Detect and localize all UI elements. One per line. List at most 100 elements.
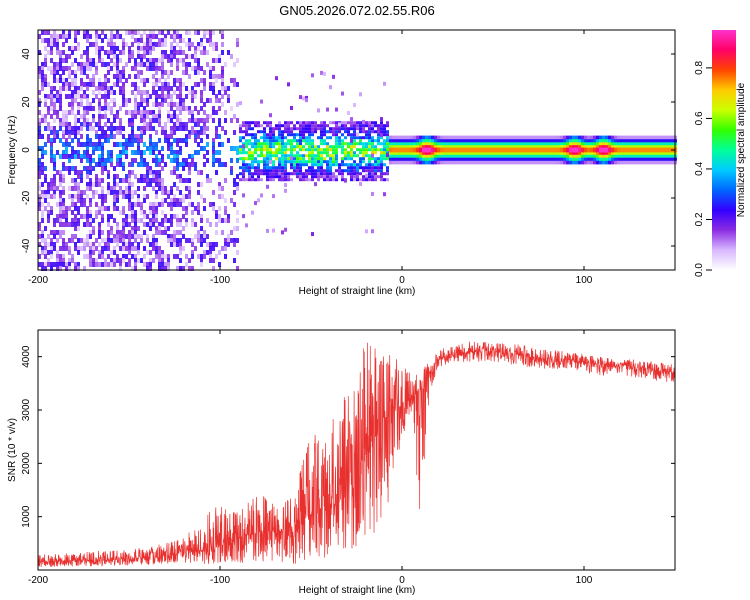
spectrogram-cell	[185, 62, 188, 67]
spectrogram-cell	[50, 266, 53, 271]
spectrogram-cell	[125, 218, 128, 223]
spectrogram-cell	[152, 74, 155, 79]
spectrogram-cell	[41, 218, 44, 223]
spectrogram-cell	[65, 34, 68, 39]
spectrogram-cell	[38, 66, 41, 71]
spectrogram-band	[422, 147, 425, 153]
spectrogram-cell	[272, 160, 275, 164]
spectrogram-cell	[92, 82, 95, 87]
spectrogram-cell	[65, 166, 68, 171]
spectrogram-cell	[197, 150, 200, 155]
spectrogram-cell	[68, 122, 71, 127]
spectrogram-cell	[86, 54, 89, 59]
spectrogram-cell	[179, 122, 182, 127]
spectrogram-cell	[137, 234, 140, 239]
spectrogram-cell	[38, 202, 41, 207]
spectrogram-cell	[386, 121, 389, 125]
spectrogram-cell	[125, 78, 128, 83]
spectrogram-cell	[71, 210, 74, 215]
spectrogram-cell	[83, 66, 86, 71]
spectrogram-cell	[140, 70, 143, 75]
spectrogram-cell	[353, 139, 356, 143]
spectrogram-cell	[215, 78, 218, 83]
spectrogram-cell	[359, 121, 362, 125]
colorbar-tick-label: 0.2	[694, 212, 705, 226]
spectrogram-cell	[167, 218, 170, 223]
spectrogram-cell	[266, 139, 269, 143]
spectrogram-cell	[329, 175, 332, 179]
spectrogram-cell	[146, 98, 149, 103]
spectrogram-cell	[143, 142, 146, 147]
spectrogram-cell	[239, 124, 242, 128]
spectrogram-cell	[242, 144, 245, 149]
spectrogram-cell	[173, 138, 176, 143]
spectrogram-cell	[125, 142, 128, 147]
spectrogram-cell	[197, 130, 200, 135]
spectrogram-band	[650, 147, 653, 153]
spectrogram-cell	[158, 170, 161, 175]
spectrogram-cell	[290, 155, 293, 160]
spectrogram-cell	[167, 234, 170, 239]
spectrogram-cell	[140, 210, 143, 215]
spectrogram-cell	[188, 110, 191, 115]
spectrogram-cell	[170, 118, 173, 123]
spectrogram-band	[431, 147, 434, 153]
spectrogram-cell	[77, 150, 80, 155]
spectrogram-cell	[200, 182, 203, 187]
spectrogram-cell	[107, 150, 110, 155]
spectrogram-cell	[194, 150, 197, 155]
spectrogram-cell	[296, 172, 299, 176]
spectrogram-cell	[155, 130, 158, 135]
spectrogram-cell	[167, 86, 170, 91]
spectrogram-cell	[242, 169, 245, 173]
spectrogram-cell	[296, 175, 299, 179]
spectrogram-cell	[365, 142, 368, 146]
spectrogram-cell	[104, 242, 107, 247]
spectrogram-cell	[146, 58, 149, 63]
spectrogram-cell	[143, 178, 146, 183]
spectrogram-cell	[104, 262, 107, 267]
spectrogram-cell	[62, 230, 65, 235]
spectrogram-cell	[92, 106, 95, 111]
spectrogram-cell	[173, 194, 176, 199]
spectrogram-cell	[197, 206, 200, 211]
spectrogram-cell	[239, 127, 242, 131]
spectrogram-cell	[308, 157, 311, 161]
spectrogram-cell	[38, 102, 41, 107]
spectrogram-cell	[218, 150, 221, 155]
spectrogram-cell	[95, 262, 98, 267]
spectrogram-cell	[44, 178, 47, 183]
spectrogram-cell	[188, 266, 191, 271]
spectrogram-cell	[74, 154, 77, 159]
spectrogram-cell	[359, 163, 362, 167]
spectrogram-cell	[74, 114, 77, 119]
spectrogram-cell	[155, 90, 158, 95]
spectrogram-cell	[317, 160, 320, 164]
spectrogram-cell	[167, 146, 170, 151]
spectrogram-cell	[53, 34, 56, 39]
spectrogram-cell	[65, 262, 68, 267]
spectrogram-cell	[209, 82, 212, 87]
spectrogram-cell	[212, 154, 215, 159]
spectrogram-band	[626, 147, 629, 153]
spectrogram-cell	[200, 258, 203, 263]
spectrogram-cell	[125, 30, 128, 35]
spectrogram-cell	[320, 166, 323, 170]
spectrogram-cell	[380, 160, 383, 164]
spectrogram-cell	[329, 127, 332, 131]
spectrogram-cell	[104, 102, 107, 107]
spectrogram-cell	[209, 86, 212, 91]
spectrogram-cell	[254, 201, 257, 206]
spectrogram-cell	[233, 78, 236, 83]
spectrogram-cell	[323, 71, 326, 76]
colorbar-ticks: 0.00.20.40.60.8	[694, 61, 712, 277]
spectrogram-cell	[299, 142, 302, 146]
spectrogram-cell	[326, 169, 329, 173]
spectrogram-cell	[320, 121, 323, 125]
spectrogram-cell	[107, 174, 110, 179]
spectrogram-cell	[308, 154, 311, 158]
spectrogram-cell	[83, 50, 86, 55]
spectrogram-cell	[278, 148, 281, 152]
colorbar-tick-label: 0.8	[694, 61, 705, 75]
spectrogram-band	[530, 147, 533, 153]
